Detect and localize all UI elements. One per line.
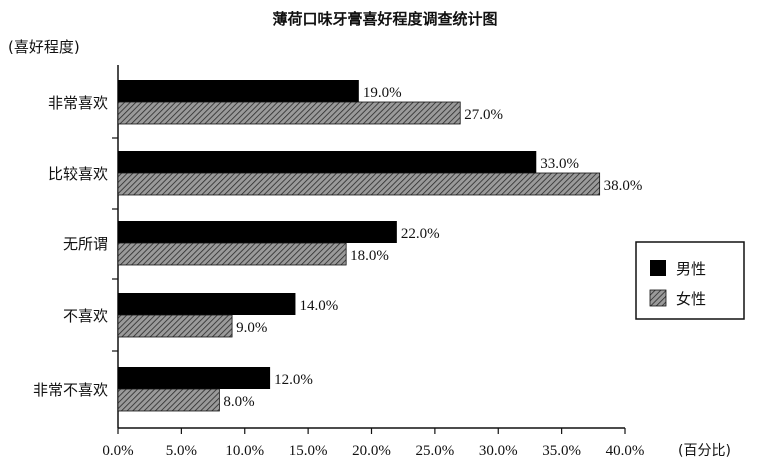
data-label-male: 22.0% — [401, 226, 440, 242]
bar-male — [118, 151, 537, 173]
bar-male — [118, 293, 296, 315]
bar-female — [117, 314, 233, 338]
legend-label-female: 女性 — [676, 290, 706, 308]
x-tick-label: 40.0% — [606, 443, 645, 459]
x-tick-label: 10.0% — [225, 443, 264, 459]
bar-female — [117, 172, 601, 196]
bar-female — [117, 388, 220, 412]
x-tick-label: 15.0% — [289, 443, 328, 459]
bar-male — [118, 367, 271, 389]
category-label: 比较喜欢 — [48, 165, 108, 183]
data-label-female: 38.0% — [604, 178, 643, 194]
data-label-male: 33.0% — [540, 156, 579, 172]
bar-female — [117, 101, 461, 125]
category-label: 非常不喜欢 — [33, 381, 108, 399]
x-tick-label: 20.0% — [352, 443, 391, 459]
x-tick-label: 0.0% — [102, 443, 133, 459]
data-label-male: 19.0% — [363, 85, 402, 101]
bar-male — [118, 221, 397, 243]
x-tick-label: 5.0% — [166, 443, 197, 459]
data-label-female: 8.0% — [223, 394, 254, 410]
legend-label-male: 男性 — [676, 260, 706, 278]
legend-swatch-female — [649, 289, 667, 307]
x-axis-unit-label: (百分比) — [678, 443, 731, 459]
plot-area: 0.0% 5.0% 10.0% 15.0% 20.0% 25.0% 30.0% 35.0% 40… — [33, 65, 644, 459]
category-label: 无所谓 — [63, 235, 108, 253]
chart-title: 薄荷口味牙膏喜好程度调查统计图 — [272, 10, 497, 28]
x-tick-label: 35.0% — [542, 443, 581, 459]
category-label: 不喜欢 — [63, 307, 108, 325]
data-label-female: 27.0% — [464, 107, 503, 123]
x-tick-label: 30.0% — [479, 443, 518, 459]
y-axis-label: (喜好程度) — [8, 38, 80, 56]
data-label-female: 18.0% — [350, 248, 389, 264]
bar-female — [117, 242, 347, 266]
legend-swatch-male — [650, 260, 666, 276]
data-label-female: 9.0% — [236, 320, 267, 336]
legend: 男性 女性 — [635, 241, 745, 320]
data-label-male: 12.0% — [274, 372, 313, 388]
data-label-male: 14.0% — [299, 298, 338, 314]
bar-male — [118, 80, 359, 102]
category-label: 非常喜欢 — [48, 94, 108, 112]
x-tick-label: 25.0% — [416, 443, 455, 459]
